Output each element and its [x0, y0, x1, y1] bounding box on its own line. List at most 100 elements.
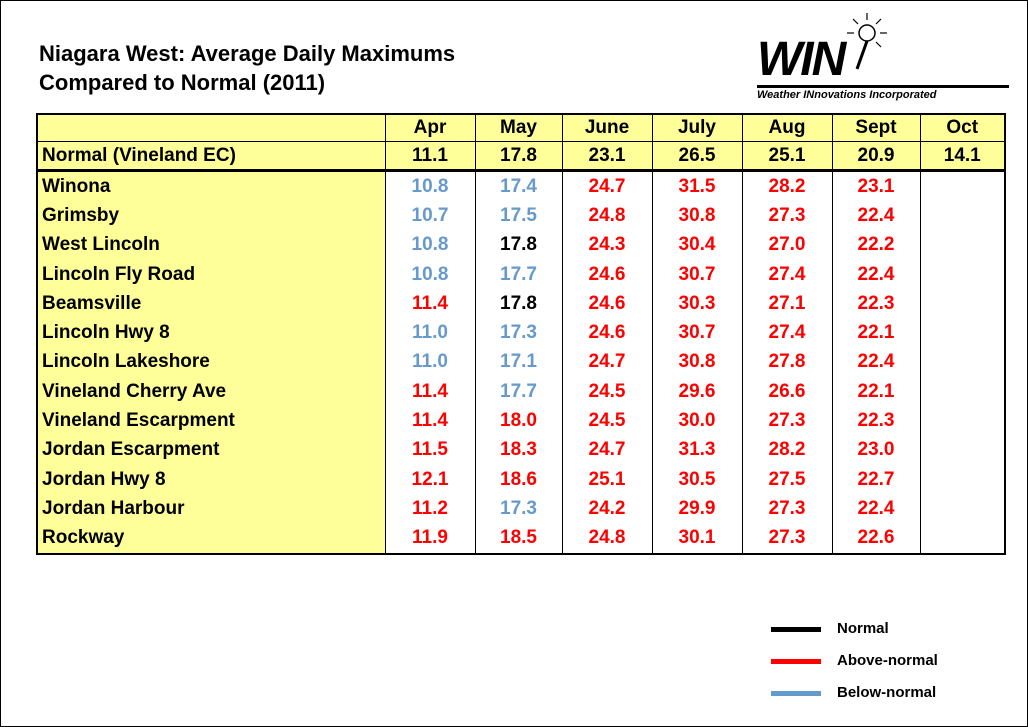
normal-row: Normal (Vineland EC) 11.1 17.8 23.1 26.5 25.1…: [36, 141, 1006, 172]
cell: 27.1: [741, 289, 833, 319]
cell: 27.3: [741, 494, 833, 524]
cell: 11.1: [384, 141, 476, 172]
cell: 11.2: [384, 494, 476, 524]
cell: 30.7: [651, 259, 743, 290]
cell: 18.6: [474, 464, 563, 495]
row-label: Vineland Escarpment: [36, 406, 386, 436]
cell: 17.7: [474, 377, 563, 407]
cell: 25.1: [741, 141, 833, 172]
cell: 17.5: [474, 201, 563, 231]
cell: 31.3: [651, 435, 743, 465]
cell: 30.4: [651, 230, 743, 260]
cell: 22.4: [831, 494, 921, 524]
cell: 17.8: [474, 230, 563, 260]
cell: 17.8: [474, 141, 563, 172]
empty-cell: [919, 377, 1006, 407]
cell: 23.1: [561, 141, 653, 172]
cell: 30.8: [651, 347, 743, 378]
legend-label: Above-normal: [837, 652, 938, 669]
cell: 25.1: [561, 464, 653, 495]
cell: 22.1: [831, 318, 921, 348]
cell: 11.0: [384, 318, 476, 348]
cell: 17.7: [474, 259, 563, 290]
data-row: Winona 10.8 17.4 24.7 31.5 28.2 23.1: [36, 170, 1006, 202]
data-row: West Lincoln 10.8 17.8 24.3 30.4 27.0 22.2: [36, 230, 1006, 260]
empty-cell: [919, 347, 1006, 378]
cell: 26.5: [651, 141, 743, 172]
cell: 10.8: [384, 230, 476, 260]
cell: 27.8: [741, 347, 833, 378]
cell: 27.3: [741, 523, 833, 554]
row-label: Jordan Hwy 8: [36, 464, 386, 495]
empty-cell: [919, 289, 1006, 319]
cell: 11.4: [384, 406, 476, 436]
cell: 27.3: [741, 406, 833, 436]
cell: 22.4: [831, 201, 921, 231]
cell: 24.6: [561, 318, 653, 348]
legend-swatch: [771, 627, 821, 632]
cell: 17.1: [474, 347, 563, 378]
data-row: Jordan Hwy 8 12.1 18.6 25.1 30.5 27.5 22.7: [36, 464, 1006, 495]
title-line: Niagara West: Average Daily Maximums: [39, 41, 456, 66]
cell: 24.2: [561, 494, 653, 524]
cell: 30.5: [651, 464, 743, 495]
cell: 22.6: [831, 523, 921, 554]
cell: 22.1: [831, 377, 921, 407]
data-row: Vineland Cherry Ave 11.4 17.7 24.5 29.6 26.6 2…: [36, 377, 1006, 407]
cell: 24.7: [561, 347, 653, 378]
cell: 23.0: [831, 435, 921, 465]
cell: 17.3: [474, 494, 563, 524]
row-label: Jordan Escarpment: [36, 435, 386, 465]
cell: 11.4: [384, 377, 476, 407]
legend-label: Normal: [837, 620, 889, 637]
empty-cell: [919, 406, 1006, 436]
data-row: Vineland Escarpment 11.4 18.0 24.5 30.0 27.3 2…: [36, 406, 1006, 436]
cell: 11.0: [384, 347, 476, 378]
cell: 24.8: [561, 523, 653, 554]
data-row: Grimsby 10.7 17.5 24.8 30.8 27.3 22.4: [36, 201, 1006, 231]
legend-swatch: [771, 691, 821, 696]
cell: 22.4: [831, 259, 921, 290]
cell: 27.4: [741, 318, 833, 348]
cell: 18.3: [474, 435, 563, 465]
cell: 17.3: [474, 318, 563, 348]
cell: 29.6: [651, 377, 743, 407]
cell: 27.4: [741, 259, 833, 290]
row-label: Normal (Vineland EC): [36, 141, 386, 172]
empty-cell: [919, 259, 1006, 290]
cell: 24.5: [561, 377, 653, 407]
header-cell: Sept: [831, 114, 921, 142]
cell: 30.8: [651, 201, 743, 231]
header-cell: Aug: [741, 114, 833, 142]
legend-swatch: [771, 659, 821, 664]
data-row: Rockway 11.9 18.5 24.8 30.1 27.3 22.6: [36, 523, 1006, 554]
cell: 27.5: [741, 464, 833, 495]
logo-tagline: Weather INnovations Incorporated: [757, 89, 937, 101]
data-row: Jordan Escarpment 11.5 18.3 24.7 31.3 28.2 23.…: [36, 435, 1006, 465]
cell: 20.9: [831, 141, 921, 172]
cell: 27.3: [741, 201, 833, 231]
row-label: Beamsville: [36, 289, 386, 319]
cell: 23.1: [831, 170, 921, 202]
cell: 22.4: [831, 347, 921, 378]
cell: 11.9: [384, 523, 476, 554]
data-row: Beamsville 11.4 17.8 24.6 30.3 27.1 22.3: [36, 289, 1006, 319]
empty-cell: [919, 523, 1006, 554]
cell: 22.3: [831, 406, 921, 436]
cell: 31.5: [651, 170, 743, 202]
cell: 10.8: [384, 170, 476, 202]
header-cell: [36, 114, 386, 142]
header-cell: Apr: [384, 114, 476, 142]
header-cell: Oct: [919, 114, 1006, 142]
cell: 10.7: [384, 201, 476, 231]
header-cell: May: [474, 114, 563, 142]
data-row: Lincoln Fly Road 10.8 17.7 24.6 30.7 27.4 22.4: [36, 259, 1006, 290]
cell: 29.9: [651, 494, 743, 524]
cell: 26.6: [741, 377, 833, 407]
cell: 22.3: [831, 289, 921, 319]
row-label: Lincoln Hwy 8: [36, 318, 386, 348]
cell: 28.2: [741, 170, 833, 202]
cell: 10.8: [384, 259, 476, 290]
row-label: Grimsby: [36, 201, 386, 231]
header-cell: June: [561, 114, 653, 142]
